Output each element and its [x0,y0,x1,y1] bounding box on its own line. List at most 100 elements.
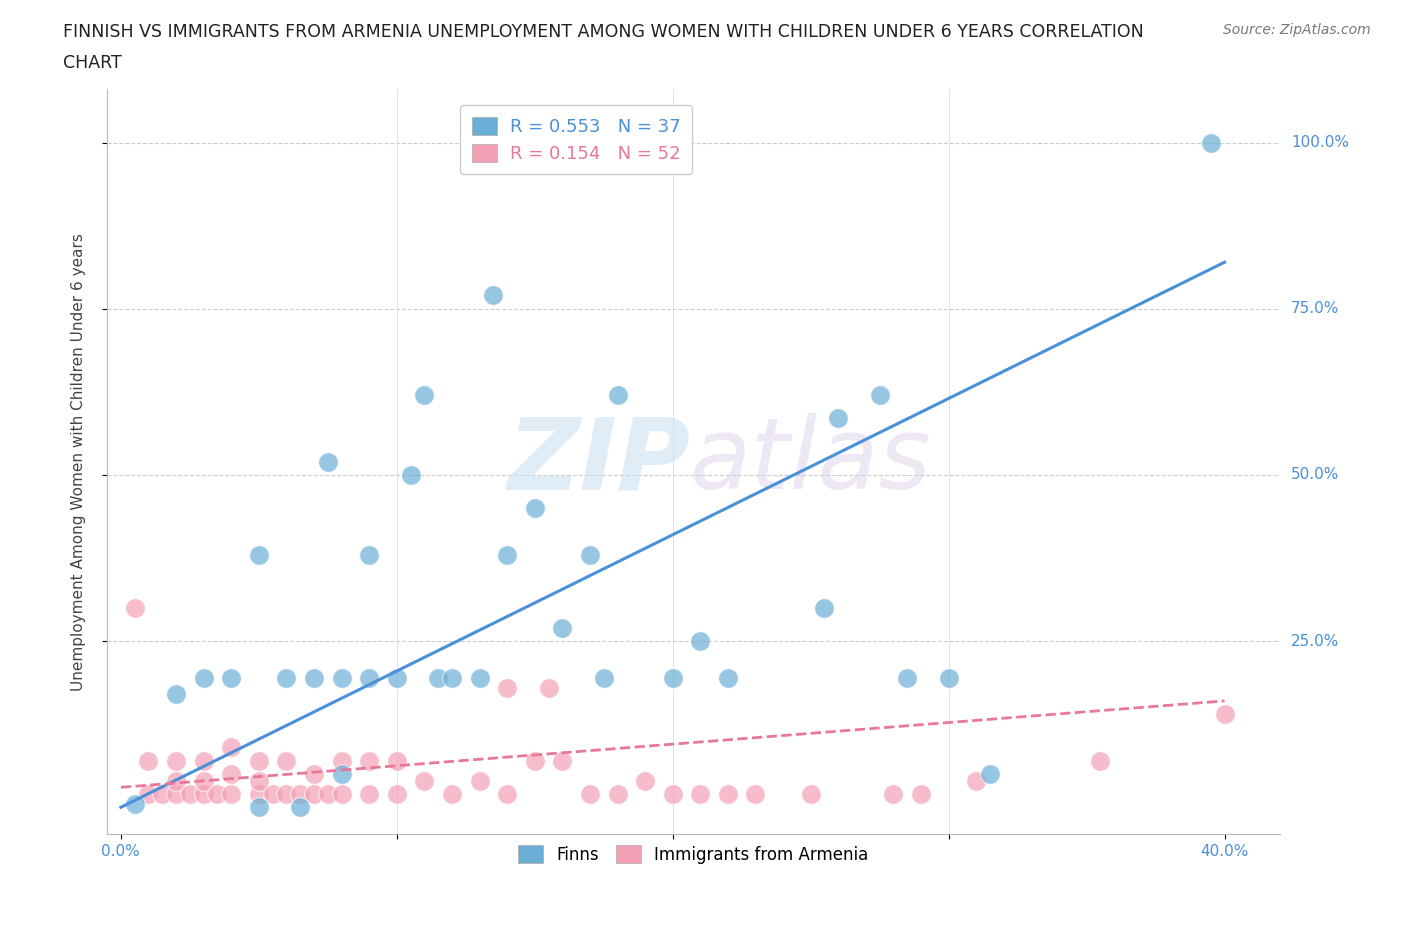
Point [165,773,187,788]
Point [896,671,918,685]
Point [910,787,932,802]
Point [385,787,408,802]
Point [330,671,353,685]
Text: 100.0%: 100.0% [1291,135,1348,150]
Point [219,766,242,781]
Point [592,671,614,685]
Point [316,454,339,469]
Point [689,787,711,802]
Point [579,547,602,562]
Point [482,288,505,303]
Point [427,671,450,685]
Point [207,787,229,802]
Point [468,773,491,788]
Point [385,753,408,768]
Point [1090,753,1112,768]
Text: ZIP: ZIP [508,413,692,511]
Point [219,787,242,802]
Point [330,766,353,781]
Point [193,671,215,685]
Point [413,773,436,788]
Point [537,680,560,695]
Text: 75.0%: 75.0% [1291,301,1339,316]
Legend: Finns, Immigrants from Armenia: Finns, Immigrants from Armenia [512,838,875,870]
Point [661,787,683,802]
Point [965,773,987,788]
Point [717,671,740,685]
Point [290,787,312,802]
Point [138,753,160,768]
Text: 50.0%: 50.0% [1291,468,1339,483]
Point [247,753,270,768]
Point [1199,135,1222,150]
Point [302,787,325,802]
Point [179,787,201,802]
Point [193,753,215,768]
Point [359,671,381,685]
Point [634,773,657,788]
Point [124,601,146,616]
Point [606,787,628,802]
Y-axis label: Unemployment Among Women with Children Under 6 years: Unemployment Among Women with Children U… [72,232,86,691]
Point [551,753,574,768]
Point [276,753,298,768]
Point [276,787,298,802]
Point [124,796,146,811]
Point [193,787,215,802]
Point [496,787,519,802]
Point [316,787,339,802]
Text: atlas: atlas [690,413,931,511]
Point [219,671,242,685]
Point [813,601,835,616]
Point [219,740,242,755]
Point [744,787,766,802]
Point [800,787,823,802]
Point [247,787,270,802]
Point [496,547,519,562]
Text: Source: ZipAtlas.com: Source: ZipAtlas.com [1223,23,1371,37]
Point [523,500,546,515]
Text: CHART: CHART [63,54,122,72]
Point [359,787,381,802]
Point [150,787,173,802]
Point [330,753,353,768]
Point [1213,707,1236,722]
Text: FINNISH VS IMMIGRANTS FROM ARMENIA UNEMPLOYMENT AMONG WOMEN WITH CHILDREN UNDER : FINNISH VS IMMIGRANTS FROM ARMENIA UNEMP… [63,23,1144,41]
Point [468,671,491,685]
Point [579,787,602,802]
Point [276,671,298,685]
Point [661,671,683,685]
Point [496,680,519,695]
Point [399,468,422,483]
Point [165,753,187,768]
Point [606,388,628,403]
Point [247,800,270,815]
Point [689,633,711,648]
Point [302,671,325,685]
Point [165,687,187,702]
Point [359,753,381,768]
Point [869,388,891,403]
Text: 25.0%: 25.0% [1291,633,1339,648]
Point [247,547,270,562]
Point [193,773,215,788]
Point [523,753,546,768]
Point [165,787,187,802]
Point [262,787,284,802]
Point [440,671,463,685]
Point [717,787,740,802]
Point [290,800,312,815]
Point [359,547,381,562]
Point [385,671,408,685]
Point [938,671,960,685]
Point [302,766,325,781]
Point [330,787,353,802]
Point [827,411,849,426]
Point [413,388,436,403]
Point [882,787,904,802]
Point [247,773,270,788]
Point [440,787,463,802]
Point [551,620,574,635]
Point [979,766,1001,781]
Point [138,787,160,802]
